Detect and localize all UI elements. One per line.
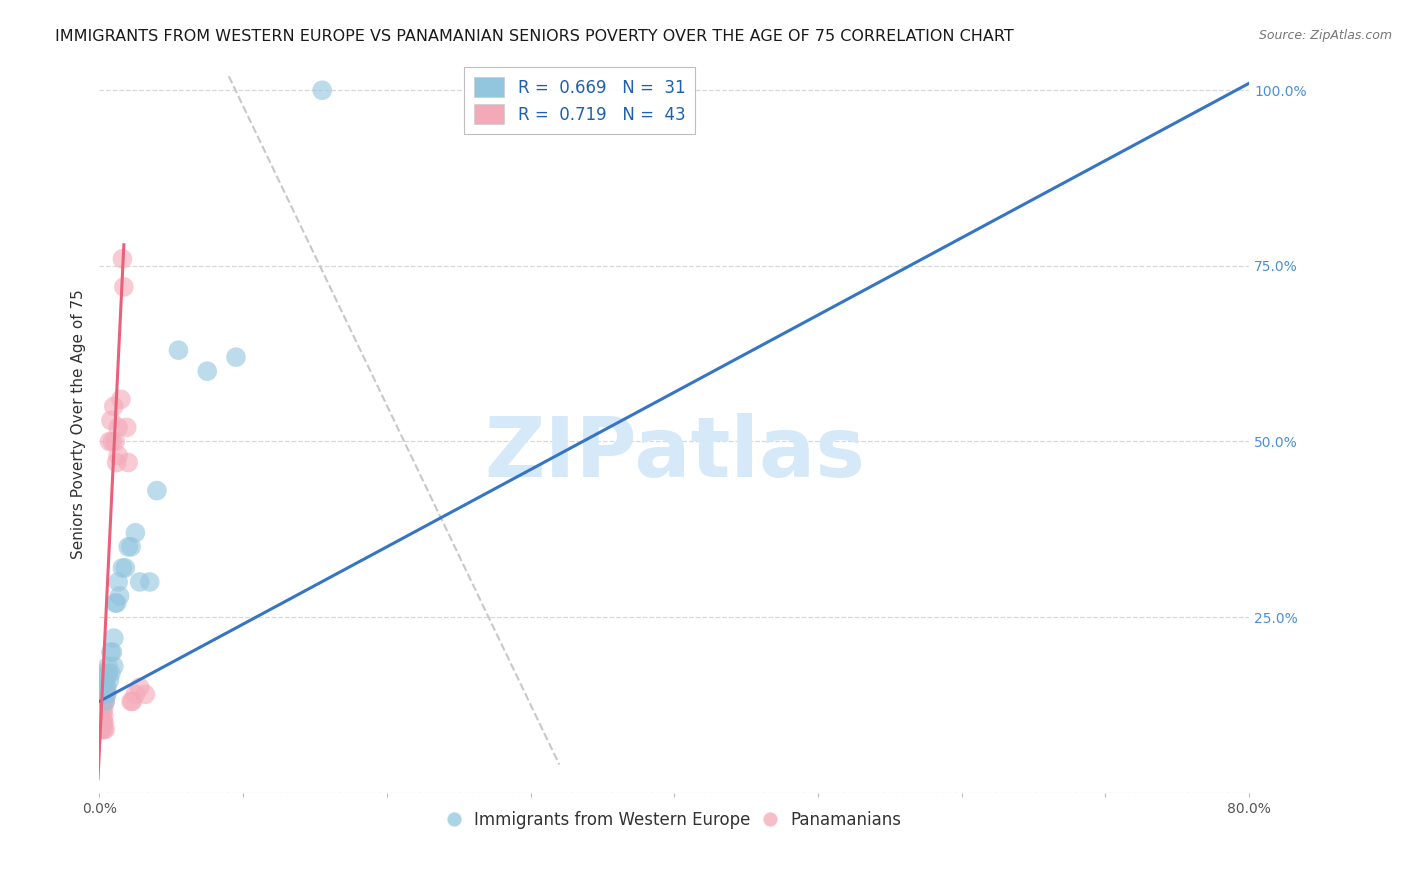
Point bbox=[138, 574, 160, 589]
Point bbox=[90, 701, 112, 715]
Point bbox=[98, 673, 121, 688]
Point bbox=[111, 561, 134, 575]
Point bbox=[93, 694, 115, 708]
Point bbox=[124, 687, 146, 701]
Point bbox=[90, 715, 112, 730]
Text: Source: ZipAtlas.com: Source: ZipAtlas.com bbox=[1258, 29, 1392, 42]
Point bbox=[96, 687, 118, 701]
Point bbox=[90, 687, 112, 701]
Point bbox=[103, 659, 125, 673]
Point bbox=[93, 701, 115, 715]
Point bbox=[94, 723, 117, 737]
Point bbox=[100, 645, 122, 659]
Point bbox=[98, 434, 121, 449]
Point bbox=[107, 420, 129, 434]
Point bbox=[94, 694, 117, 708]
Point bbox=[103, 400, 125, 414]
Point bbox=[91, 715, 114, 730]
Point bbox=[134, 687, 156, 701]
Point bbox=[94, 694, 117, 708]
Point bbox=[117, 456, 139, 470]
Point bbox=[97, 666, 120, 681]
Point bbox=[104, 596, 127, 610]
Point bbox=[93, 708, 115, 723]
Point bbox=[90, 694, 112, 708]
Point bbox=[107, 574, 129, 589]
Legend: Immigrants from Western Europe, Panamanians: Immigrants from Western Europe, Panamani… bbox=[440, 805, 908, 836]
Point bbox=[121, 694, 143, 708]
Point bbox=[91, 687, 114, 701]
Point bbox=[167, 343, 190, 358]
Point bbox=[97, 659, 120, 673]
Point bbox=[120, 540, 142, 554]
Point bbox=[91, 723, 114, 737]
Point bbox=[101, 645, 124, 659]
Point bbox=[114, 561, 136, 575]
Point bbox=[225, 350, 247, 364]
Point bbox=[128, 681, 150, 695]
Point bbox=[105, 596, 128, 610]
Point bbox=[90, 708, 112, 723]
Point bbox=[93, 715, 115, 730]
Point bbox=[195, 364, 218, 378]
Point bbox=[104, 434, 127, 449]
Point bbox=[91, 708, 114, 723]
Text: ZIPatlas: ZIPatlas bbox=[484, 413, 865, 494]
Point bbox=[96, 681, 118, 695]
Point bbox=[101, 434, 124, 449]
Point bbox=[105, 456, 128, 470]
Point bbox=[90, 723, 112, 737]
Point bbox=[91, 666, 114, 681]
Point bbox=[103, 631, 125, 645]
Point bbox=[128, 574, 150, 589]
Point bbox=[124, 525, 146, 540]
Y-axis label: Seniors Poverty Over the Age of 75: Seniors Poverty Over the Age of 75 bbox=[72, 289, 86, 558]
Point bbox=[120, 694, 142, 708]
Point bbox=[97, 666, 120, 681]
Point bbox=[108, 589, 131, 603]
Point bbox=[111, 252, 134, 266]
Point bbox=[94, 673, 117, 688]
Point bbox=[117, 540, 139, 554]
Point bbox=[93, 681, 115, 695]
Point bbox=[146, 483, 169, 498]
Point bbox=[91, 694, 114, 708]
Point bbox=[100, 413, 122, 427]
Point bbox=[91, 701, 114, 715]
Point bbox=[96, 681, 118, 695]
Point bbox=[115, 420, 138, 434]
Point bbox=[93, 723, 115, 737]
Point bbox=[93, 687, 115, 701]
Point bbox=[107, 449, 129, 463]
Point bbox=[96, 687, 118, 701]
Point bbox=[93, 681, 115, 695]
Point bbox=[112, 280, 135, 294]
Point bbox=[94, 681, 117, 695]
Point bbox=[311, 83, 333, 97]
Point bbox=[110, 392, 132, 407]
Point bbox=[100, 666, 122, 681]
Text: IMMIGRANTS FROM WESTERN EUROPE VS PANAMANIAN SENIORS POVERTY OVER THE AGE OF 75 : IMMIGRANTS FROM WESTERN EUROPE VS PANAMA… bbox=[55, 29, 1014, 44]
Point bbox=[93, 715, 115, 730]
